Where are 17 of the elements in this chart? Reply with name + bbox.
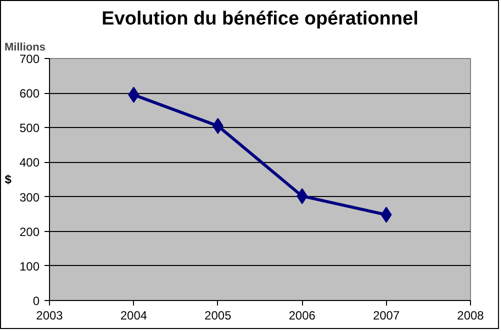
x-tick-label: 2003 <box>36 308 64 322</box>
chart-title: Evolution du bénéfice opérationnel <box>102 8 418 30</box>
x-tick-label: 2004 <box>120 308 148 322</box>
y-tick-label: 200 <box>19 224 40 239</box>
y-tick-label: 100 <box>19 259 40 274</box>
y-tick-label: 700 <box>19 52 40 66</box>
x-tick-label: 2007 <box>372 308 400 322</box>
y-tick-label: 400 <box>19 156 40 170</box>
y-axis-title: $ <box>4 172 12 186</box>
x-tick-label: 2005 <box>204 308 232 322</box>
y-tick-label: 0 <box>32 294 40 308</box>
x-tick-label: 2008 <box>457 308 484 322</box>
text: Millions <box>4 42 46 54</box>
y-tick-label: 300 <box>19 190 40 204</box>
y-tick-label: 600 <box>19 86 40 101</box>
y-tick-label: 500 <box>19 121 40 136</box>
x-tick-label: 2006 <box>288 308 316 322</box>
